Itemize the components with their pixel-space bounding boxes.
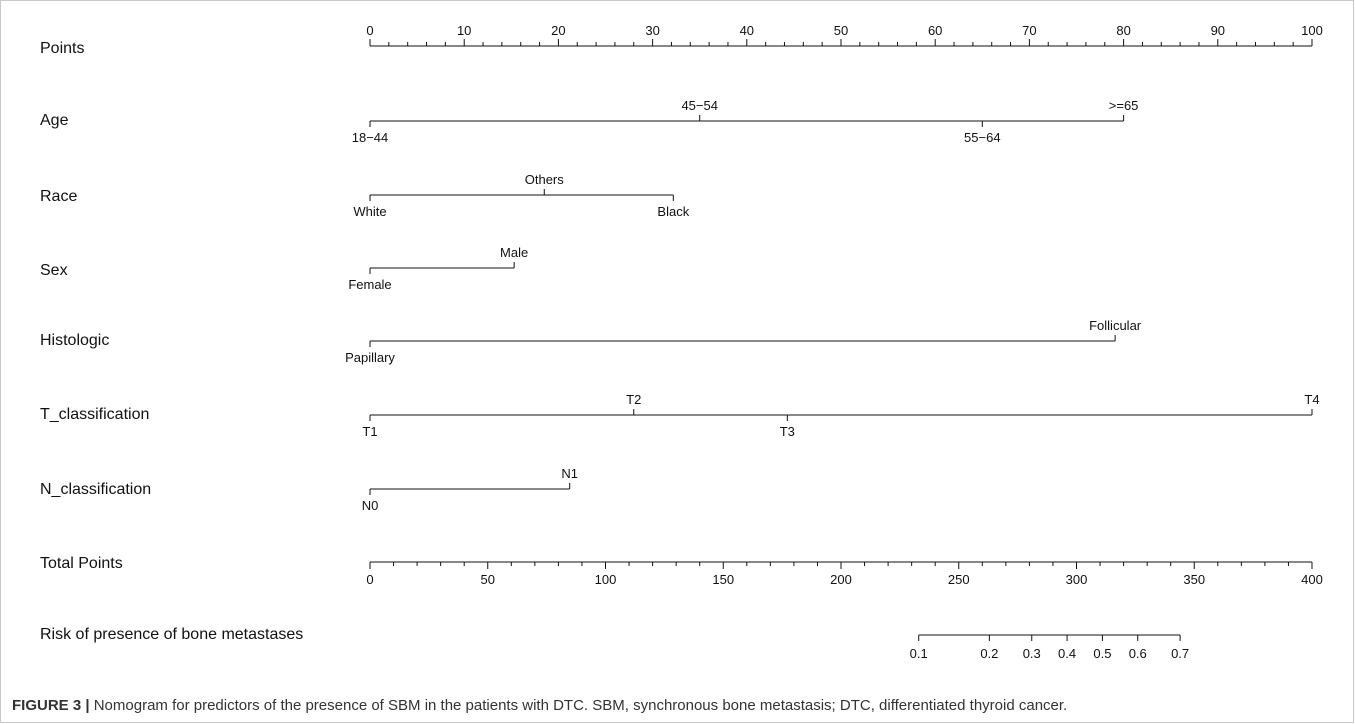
risk-tick-label-0-3: 0.3 bbox=[1023, 646, 1041, 661]
points-tick-label-60: 60 bbox=[928, 23, 942, 38]
nomogram-chart: Points 0 10 20 30 40 50 60 70 80 90 100 Age 18−44 45−5… bbox=[40, 23, 1323, 661]
risk-tick-label-0-6: 0.6 bbox=[1129, 646, 1147, 661]
age-level-18-44-label: 18−44 bbox=[352, 130, 389, 145]
risk-tick-label-0-7: 0.7 bbox=[1171, 646, 1189, 661]
figure-label: FIGURE 3 | bbox=[12, 697, 90, 714]
row-label-n-classification: N_classification bbox=[40, 481, 151, 498]
risk-tick-label-0-2: 0.2 bbox=[980, 646, 998, 661]
total-points-tick-label-0: 0 bbox=[366, 572, 373, 587]
t-classification-level-t4-label: T4 bbox=[1304, 392, 1319, 407]
row-label-histologic: Histologic bbox=[40, 332, 109, 349]
age-level-45-54-label: 45−54 bbox=[681, 98, 718, 113]
risk-tick-label-0-4: 0.4 bbox=[1058, 646, 1076, 661]
points-tick-label-80: 80 bbox=[1116, 23, 1130, 38]
race-level-black-label: Black bbox=[657, 204, 689, 219]
points-tick-label-100: 100 bbox=[1301, 23, 1323, 38]
risk-tick-label-0-5: 0.5 bbox=[1093, 646, 1111, 661]
t-classification-level-t2-label: T2 bbox=[626, 392, 641, 407]
n-classification-level-n1-label: N1 bbox=[561, 466, 578, 481]
histologic-level-papillary-label: Papillary bbox=[345, 350, 395, 365]
total-points-tick-label-200: 200 bbox=[830, 572, 852, 587]
total-points-tick-label-400: 400 bbox=[1301, 572, 1323, 587]
total-points-tick-label-50: 50 bbox=[481, 572, 495, 587]
caption-text: Nomogram for predictors of the presence … bbox=[89, 697, 1068, 714]
t-classification-level-t1-label: T1 bbox=[362, 424, 377, 439]
row-label-total-points: Total Points bbox=[40, 555, 123, 572]
t-classification-level-t3-label: T3 bbox=[780, 424, 795, 439]
row-label-t-classification: T_classification bbox=[40, 406, 149, 423]
row-label-age: Age bbox=[40, 112, 69, 129]
total-points-tick-label-350: 350 bbox=[1183, 572, 1205, 587]
sex-level-male-label: Male bbox=[500, 245, 528, 260]
points-tick-label-30: 30 bbox=[645, 23, 659, 38]
histologic-level-follicular-label: Follicular bbox=[1089, 318, 1142, 333]
points-tick-label-50: 50 bbox=[834, 23, 848, 38]
points-tick-label-40: 40 bbox=[740, 23, 754, 38]
n-classification-level-n0-label: N0 bbox=[362, 498, 379, 513]
age-level-65-label: >=65 bbox=[1109, 98, 1139, 113]
risk-tick-label-0-1: 0.1 bbox=[910, 646, 928, 661]
total-points-tick-label-300: 300 bbox=[1066, 572, 1088, 587]
points-tick-label-0: 0 bbox=[366, 23, 373, 38]
age-level-55-64-label: 55−64 bbox=[964, 130, 1001, 145]
total-points-tick-label-150: 150 bbox=[712, 572, 734, 587]
points-tick-label-70: 70 bbox=[1022, 23, 1036, 38]
row-label-risk: Risk of presence of bone metastases bbox=[40, 626, 303, 643]
points-tick-label-90: 90 bbox=[1211, 23, 1225, 38]
figure-caption: FIGURE 3 | Nomogram for predictors of th… bbox=[12, 697, 1342, 714]
race-level-white-label: White bbox=[353, 204, 386, 219]
total-points-tick-label-100: 100 bbox=[595, 572, 617, 587]
sex-level-female-label: Female bbox=[348, 277, 391, 292]
row-label-race: Race bbox=[40, 188, 77, 205]
row-label-sex: Sex bbox=[40, 262, 68, 279]
total-points-tick-label-250: 250 bbox=[948, 572, 970, 587]
row-label-points: Points bbox=[40, 40, 84, 57]
points-tick-label-20: 20 bbox=[551, 23, 565, 38]
race-level-others-label: Others bbox=[525, 172, 565, 187]
points-tick-label-10: 10 bbox=[457, 23, 471, 38]
